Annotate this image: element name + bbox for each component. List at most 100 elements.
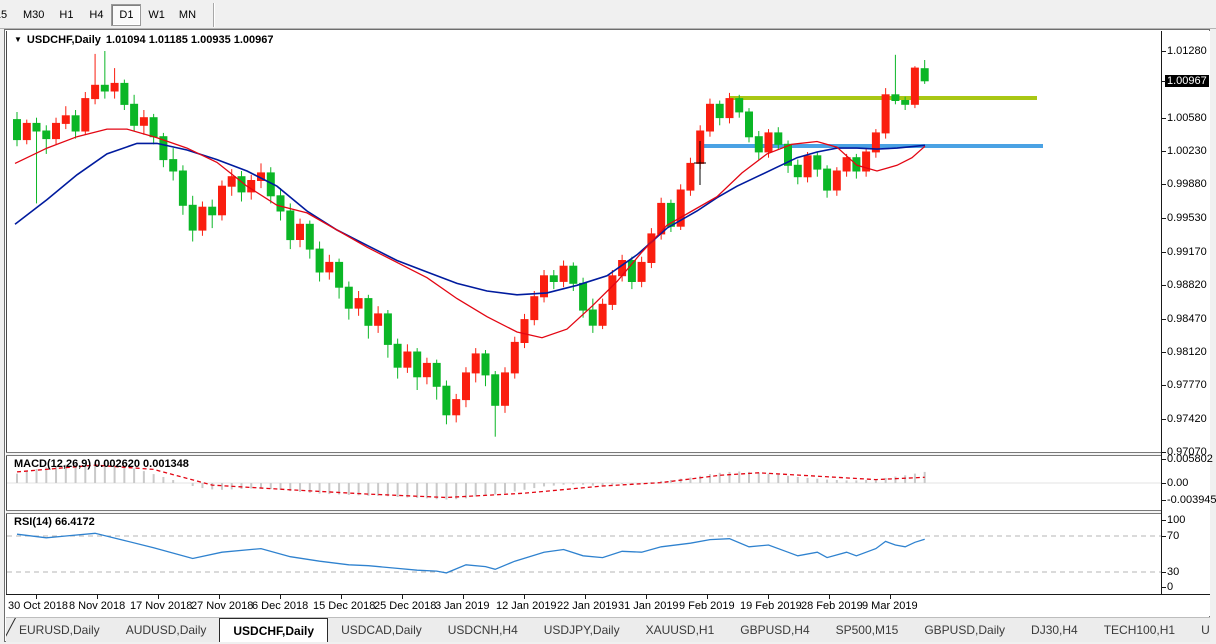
timeframe-button-h4[interactable]: H4 bbox=[89, 9, 104, 21]
price-axis-label: 0.98820 bbox=[1167, 279, 1207, 292]
candle-body bbox=[169, 159, 178, 172]
candle-body bbox=[315, 248, 324, 273]
chart-tab-dj30-h4[interactable]: DJ30,H4 bbox=[1031, 623, 1078, 637]
price-axis[interactable]: 1.01280 1.00580 1.00230 0.99880 0.99530 0.991… bbox=[1161, 31, 1216, 594]
candle-body bbox=[647, 233, 656, 263]
candle-body bbox=[276, 195, 285, 212]
timeframe-button-d1[interactable]: D1 bbox=[111, 4, 142, 26]
candle-body bbox=[110, 82, 119, 92]
date-axis-label: 31 Jan 2019 bbox=[618, 600, 679, 612]
rsi-label: RSI(14) 66.4172 bbox=[14, 516, 95, 528]
chart-tab-gbpusd-h4[interactable]: GBPUSD,H4 bbox=[740, 623, 810, 637]
chart-tab-sp500-m15[interactable]: SP500,M15 bbox=[835, 623, 899, 637]
price-chart-panel[interactable]: ▼ USDCHF,Daily 1.01094 1.01185 1.00935 1… bbox=[6, 31, 1160, 452]
candle-body bbox=[344, 286, 353, 309]
rsi-axis-label: 70 bbox=[1167, 530, 1180, 542]
rsi-axis-label: 0 bbox=[1167, 581, 1174, 593]
rsi-indicator[interactable] bbox=[7, 514, 1161, 594]
candle-body bbox=[100, 84, 109, 92]
candle-body bbox=[501, 372, 509, 406]
panel-splitter[interactable] bbox=[6, 510, 1209, 514]
chart-tab-usdcnh-h4[interactable]: USDCNH,H4 bbox=[447, 623, 518, 637]
axis-tick bbox=[1162, 285, 1166, 287]
macd-signal-line bbox=[16, 464, 925, 499]
candle-body bbox=[227, 176, 236, 187]
chart-tab-usdcad-daily[interactable]: USDCAD,Daily bbox=[341, 623, 422, 637]
chart-title: ▼ USDCHF,Daily 1.01094 1.01185 1.00935 1… bbox=[14, 34, 274, 46]
candle-body bbox=[813, 155, 822, 170]
candle-body bbox=[149, 117, 158, 138]
candle-body bbox=[42, 130, 51, 140]
candle-body bbox=[530, 296, 539, 321]
macd-panel[interactable]: MACD(12,26,9) 0.002620 0.001348 bbox=[6, 456, 1161, 510]
chart-tab-tech100-h1[interactable]: TECH100,H1 bbox=[1103, 623, 1176, 637]
axis-tick bbox=[1162, 117, 1166, 119]
date-axis-label: 9 Feb 2019 bbox=[679, 600, 735, 612]
date-axis-label: 3 Jan 2019 bbox=[435, 600, 490, 612]
rsi-axis-label: 30 bbox=[1167, 566, 1180, 578]
candle-body bbox=[793, 164, 802, 178]
date-axis-tick bbox=[219, 595, 220, 599]
candle-body bbox=[13, 119, 21, 141]
fast-ma-line[interactable] bbox=[14, 128, 926, 339]
line-anchor-cross[interactable] bbox=[694, 141, 706, 185]
date-axis[interactable]: 30 Oct 2018 8 Nov 2018 17 Nov 2018 27 Nov 2… bbox=[6, 594, 1210, 616]
chart-tab-usdchf-daily[interactable]: USDCHF,Daily bbox=[219, 618, 329, 642]
panel-splitter[interactable] bbox=[6, 452, 1209, 456]
price-axis-label: 1.00230 bbox=[1167, 145, 1207, 157]
candle-body bbox=[910, 67, 919, 105]
candle-body bbox=[627, 260, 636, 282]
candle-body bbox=[374, 313, 383, 326]
candle-body bbox=[901, 100, 910, 105]
timeframe-button-15[interactable]: 15 bbox=[0, 9, 8, 21]
candle-body bbox=[130, 103, 139, 126]
chart-dropdown-icon[interactable]: ▼ bbox=[14, 34, 22, 44]
timeframe-button-mn[interactable]: MN bbox=[178, 9, 197, 21]
date-axis-label: 15 Dec 2018 bbox=[313, 600, 376, 612]
candlestick-chart[interactable] bbox=[7, 31, 1161, 452]
chart-symbol-label: USDCHF,Daily bbox=[26, 34, 101, 46]
candle-body bbox=[803, 155, 812, 178]
chart-tab-eurusd-daily[interactable]: EURUSD,Daily bbox=[19, 623, 100, 637]
chart-tab-audusd-daily[interactable]: AUDUSD,Daily bbox=[125, 623, 207, 637]
rsi-panel[interactable]: RSI(14) 66.4172 bbox=[6, 514, 1161, 594]
date-axis-tick bbox=[36, 595, 37, 599]
price-axis-label: 0.97070 bbox=[1167, 445, 1207, 458]
chart-tab-usdjpy-daily[interactable]: USDJPY,Daily bbox=[543, 623, 620, 637]
candle-body bbox=[735, 98, 744, 113]
chart-tab-gbpusd-daily[interactable]: GBPUSD,Daily bbox=[924, 623, 1006, 637]
price-axis-label: 0.97770 bbox=[1167, 379, 1207, 392]
chart-tab-ukc[interactable]: UKC bbox=[1201, 623, 1210, 637]
candle-body bbox=[120, 82, 129, 105]
timeframe-button-m30[interactable]: M30 bbox=[23, 9, 45, 21]
candle-body bbox=[71, 115, 80, 132]
date-axis-tick bbox=[463, 595, 464, 599]
chart-window: ▼ USDCHF,Daily 1.01094 1.01185 1.00935 1… bbox=[4, 29, 1216, 642]
rsi-axis-label: 100 bbox=[1167, 514, 1186, 526]
candle-body bbox=[22, 122, 31, 141]
candle-body bbox=[462, 372, 470, 401]
date-axis-tick bbox=[97, 595, 98, 599]
axis-tick bbox=[1162, 151, 1166, 152]
axis-tick bbox=[1162, 184, 1166, 186]
axis-tick bbox=[1162, 251, 1166, 253]
slow-ma-line[interactable] bbox=[14, 142, 926, 296]
chart-tab-xauusd-h1[interactable]: XAUUSD,H1 bbox=[645, 623, 715, 637]
candle-body bbox=[510, 341, 519, 374]
candle-body bbox=[432, 362, 441, 387]
axis-tick bbox=[1162, 418, 1166, 420]
price-axis-label: 0.97420 bbox=[1167, 412, 1207, 425]
timeframe-button-w1[interactable]: W1 bbox=[148, 9, 165, 21]
axis-tick bbox=[1162, 80, 1166, 82]
macd-indicator[interactable] bbox=[7, 456, 1161, 510]
candle-body bbox=[715, 103, 724, 119]
axis-tick bbox=[1162, 385, 1166, 387]
timeframe-button-h1[interactable]: H1 bbox=[59, 9, 74, 21]
candle-body bbox=[393, 343, 402, 368]
price-axis-label: 0.98470 bbox=[1167, 312, 1207, 325]
date-axis-label: 27 Nov 2018 bbox=[191, 600, 254, 612]
candle-body bbox=[725, 98, 734, 119]
candle-body bbox=[745, 111, 753, 138]
axis-tick bbox=[1162, 499, 1166, 501]
date-axis-label: 19 Feb 2019 bbox=[740, 600, 802, 612]
